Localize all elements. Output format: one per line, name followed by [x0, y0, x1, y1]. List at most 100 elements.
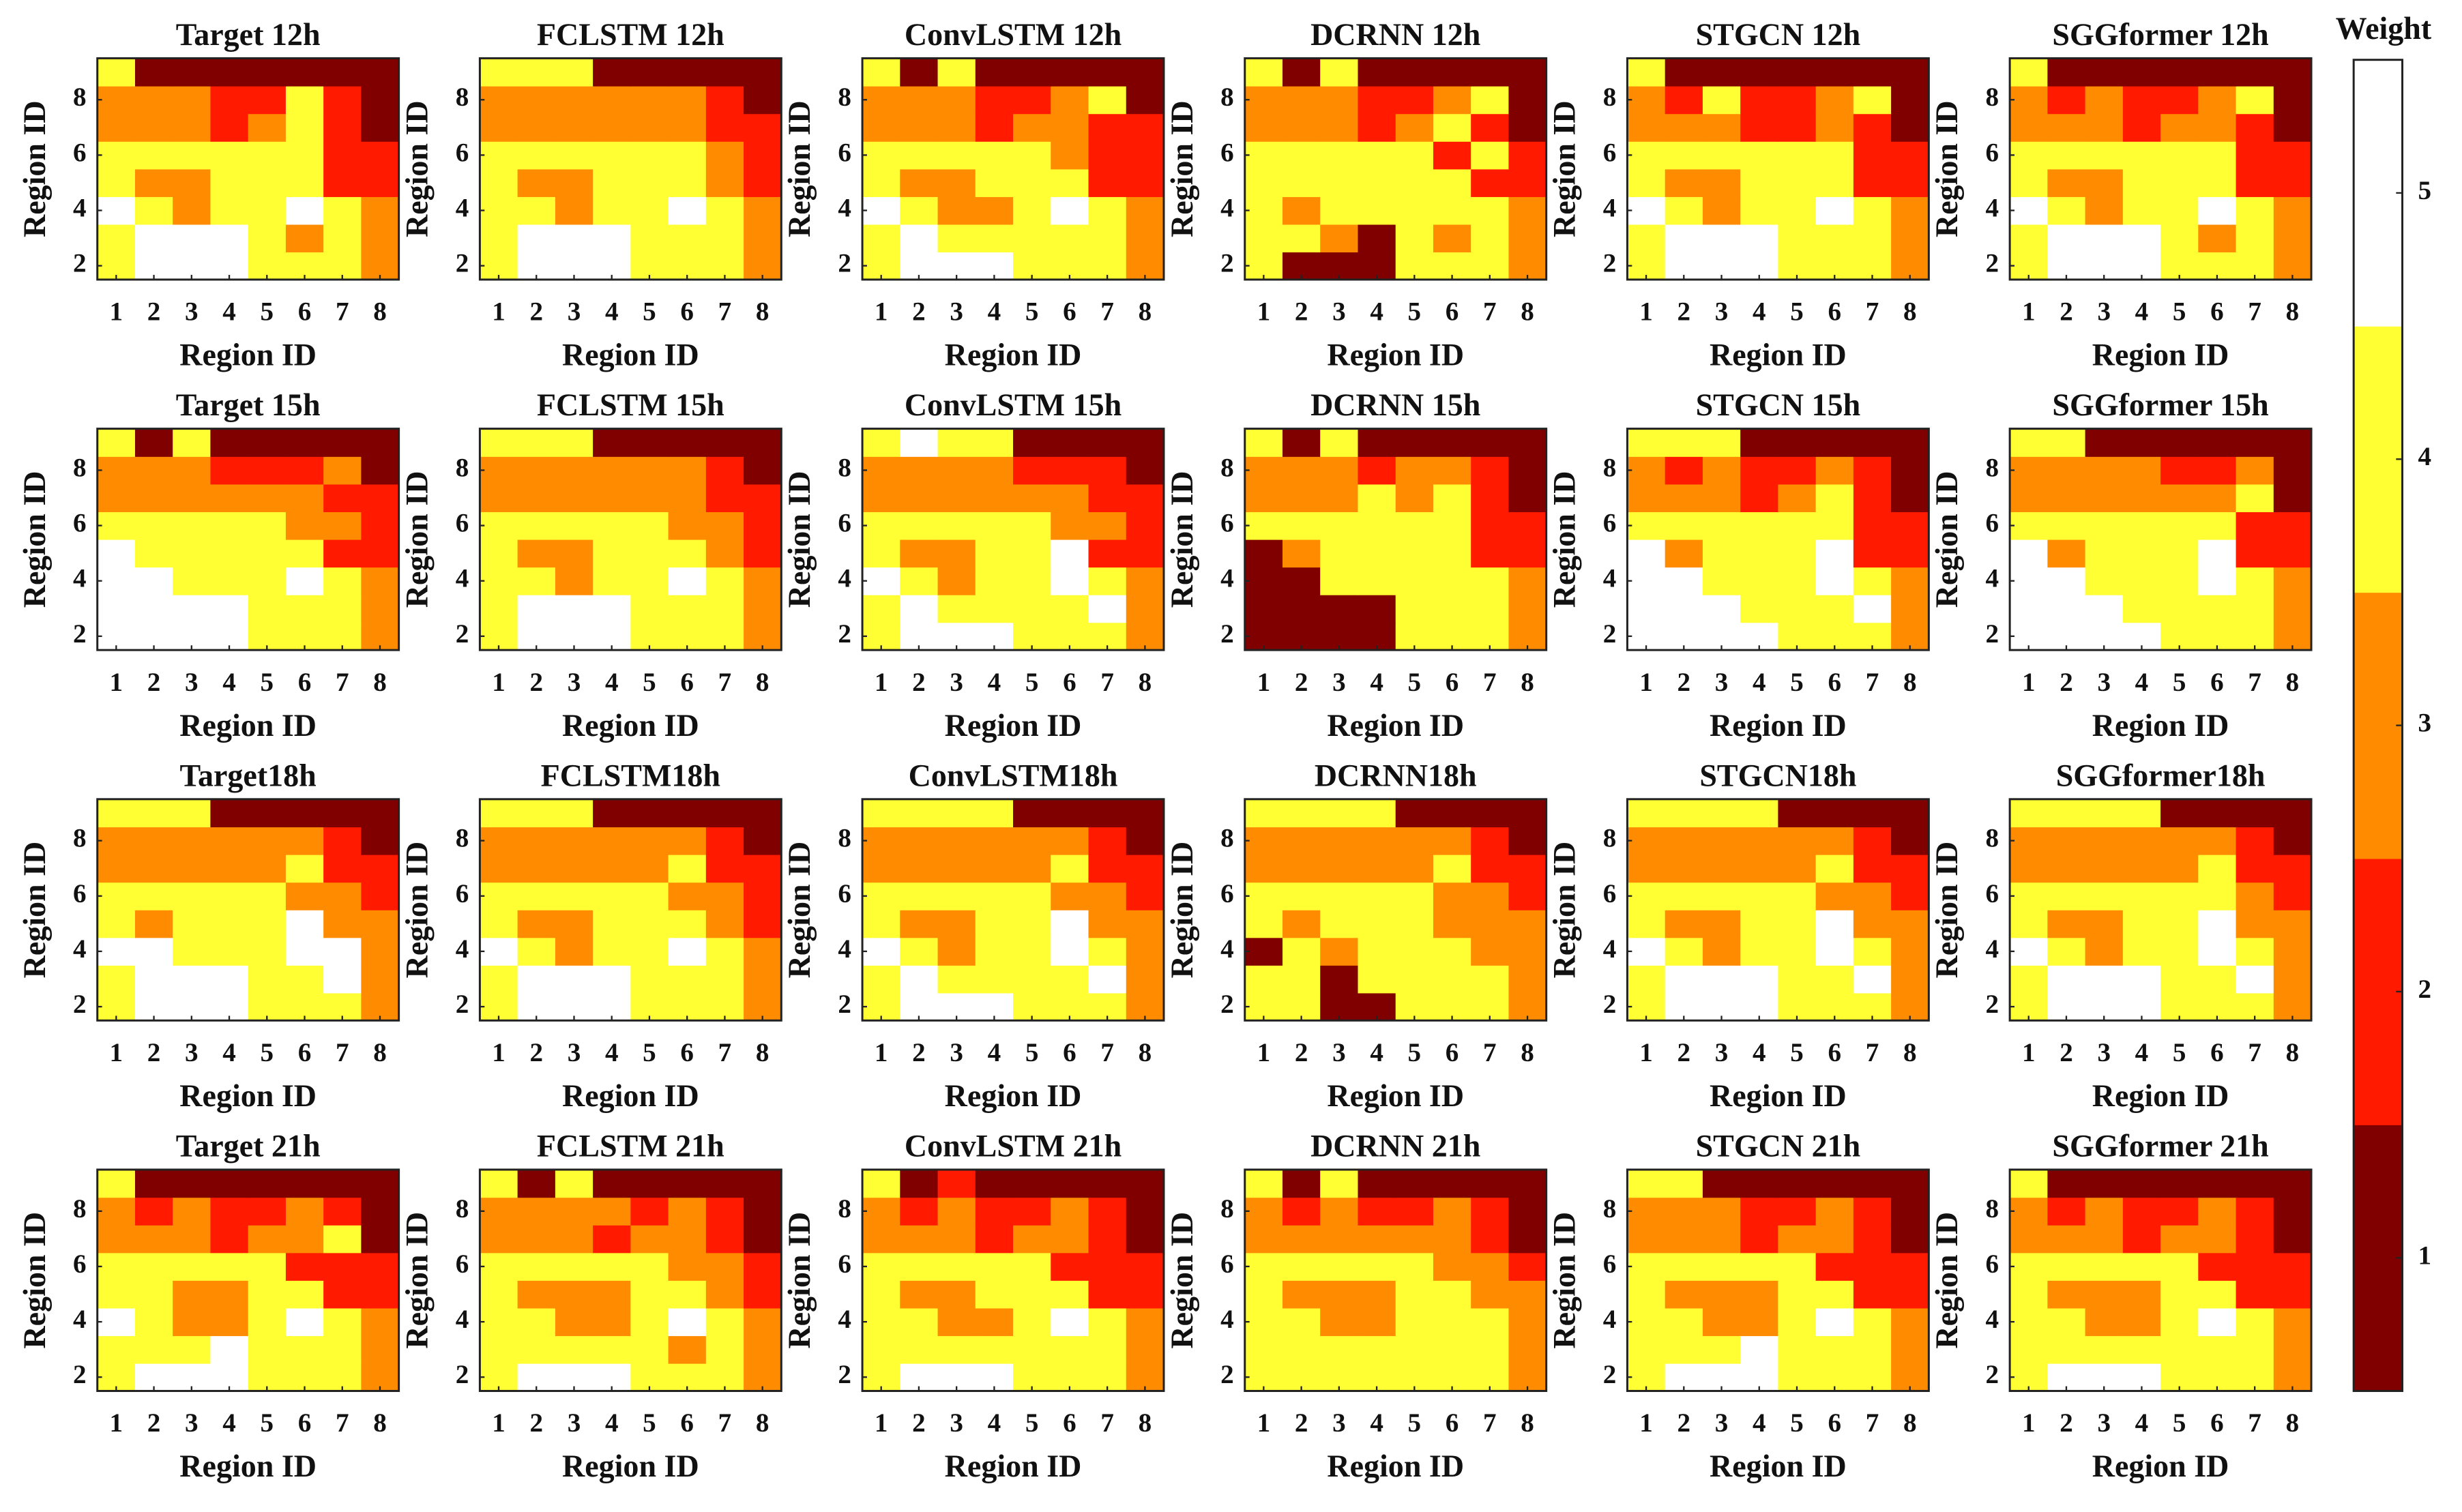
y-tick-label: 8 [1220, 453, 1234, 482]
chart-title: DCRNN 21h [1310, 1129, 1480, 1163]
heat-cell [1244, 1197, 1283, 1226]
heat-cell [1853, 882, 1892, 910]
y-tick-label: 2 [1220, 619, 1234, 649]
heat-cell [173, 1280, 211, 1309]
heat-cell [2160, 484, 2199, 512]
heat-cell [1778, 1169, 1817, 1198]
heat-cell [1508, 1169, 1547, 1198]
heat-cell [2122, 113, 2161, 142]
heat-cell [705, 595, 744, 623]
y-axis-label: Region ID [17, 842, 52, 979]
x-tick-label: 8 [756, 1408, 770, 1438]
heat-cell [1891, 910, 1930, 938]
heat-cell [705, 196, 744, 225]
heat-cell [1778, 1197, 1817, 1226]
heat-cell [1778, 1225, 1817, 1254]
heat-cell [630, 854, 669, 883]
x-tick-label: 5 [2173, 1408, 2186, 1438]
axes-box [2008, 57, 2313, 281]
heat-cell [1891, 1169, 1930, 1198]
heat-cell [1088, 428, 1127, 457]
heat-cell [1471, 1252, 1510, 1281]
heat-cell [1320, 1307, 1359, 1337]
heat-cell [2085, 484, 2124, 512]
heat-cell [248, 1252, 287, 1281]
heat-cell [2047, 937, 2086, 966]
heat-cell [975, 196, 1014, 225]
heat-cell [1088, 85, 1127, 115]
heat-cell [1508, 854, 1547, 883]
heat-cell [1051, 1197, 1089, 1226]
x-tick-label: 7 [336, 297, 349, 327]
heat-cell [1320, 196, 1359, 225]
heat-cell [1702, 567, 1741, 595]
heat-cell [285, 882, 324, 910]
heat-cell [975, 567, 1014, 595]
heat-cell [555, 1280, 593, 1309]
heat-cell [173, 196, 211, 225]
y-tick-label: 2 [1603, 1360, 1617, 1389]
heat-cell [937, 1280, 976, 1309]
heat-cell [285, 224, 324, 253]
heat-cell [323, 484, 362, 512]
heat-cell [555, 1169, 593, 1198]
heat-cell [975, 58, 1014, 87]
heat-cell [1395, 58, 1434, 87]
heat-cell [862, 937, 901, 966]
heat-cell [1126, 58, 1164, 87]
heat-cell [1740, 1169, 1779, 1198]
heat-cell [1853, 1225, 1892, 1254]
x-tick-label: 3 [950, 297, 963, 327]
heat-cell [1627, 937, 1666, 966]
heat-cell [975, 224, 1014, 253]
x-tick-label: 5 [261, 668, 274, 697]
heat-cell [2122, 799, 2161, 828]
heat-cell [323, 512, 362, 540]
heat-cell [1088, 456, 1127, 485]
heat-cell [900, 1197, 939, 1226]
x-tick-label: 1 [110, 1038, 123, 1067]
heat-cell [668, 484, 707, 512]
heat-cell [1088, 567, 1127, 595]
heat-cell [1088, 512, 1127, 540]
x-tick-label: 2 [529, 297, 543, 327]
heat-cell [1433, 882, 1471, 910]
heat-cell [2085, 224, 2124, 253]
colorbar-tick-label: 5 [2418, 176, 2432, 205]
heat-cell [1508, 1225, 1547, 1254]
x-tick-label: 3 [2097, 668, 2111, 697]
x-axis-label: Region ID [945, 1078, 1082, 1113]
heat-cell [2160, 113, 2199, 142]
heat-cell [2273, 1252, 2312, 1281]
heat-cell [1282, 567, 1321, 595]
heat-cell [630, 937, 669, 966]
heat-cell [744, 484, 782, 512]
heat-cell [1508, 965, 1547, 994]
y-tick-label: 8 [1985, 453, 1999, 482]
x-tick-label: 8 [1521, 297, 1534, 327]
heat-cell [2160, 512, 2199, 540]
heat-cell [1853, 1335, 1892, 1364]
heat-cell [1853, 456, 1892, 485]
heat-cell [1088, 1335, 1127, 1364]
y-axis-label: Region ID [1929, 471, 1964, 608]
x-tick-label: 5 [1790, 1038, 1804, 1067]
heat-cell [1471, 910, 1510, 938]
colorbar-segment [2354, 59, 2403, 327]
heat-cell [1013, 1335, 1051, 1364]
heat-cell [1740, 910, 1779, 938]
heat-cell [1665, 512, 1703, 540]
x-tick-label: 7 [1483, 297, 1497, 327]
heat-cell [173, 58, 211, 87]
heat-cell [1891, 965, 1930, 994]
heat-cell [2198, 168, 2237, 197]
heat-cell [1740, 113, 1779, 142]
heat-cell [2236, 827, 2274, 855]
heat-cell [1395, 113, 1434, 142]
heat-cell [1778, 85, 1817, 115]
heat-cell [134, 85, 173, 115]
x-tick-label: 8 [1903, 297, 1917, 327]
heat-cell [1778, 965, 1817, 994]
heat-cell [1282, 799, 1321, 828]
